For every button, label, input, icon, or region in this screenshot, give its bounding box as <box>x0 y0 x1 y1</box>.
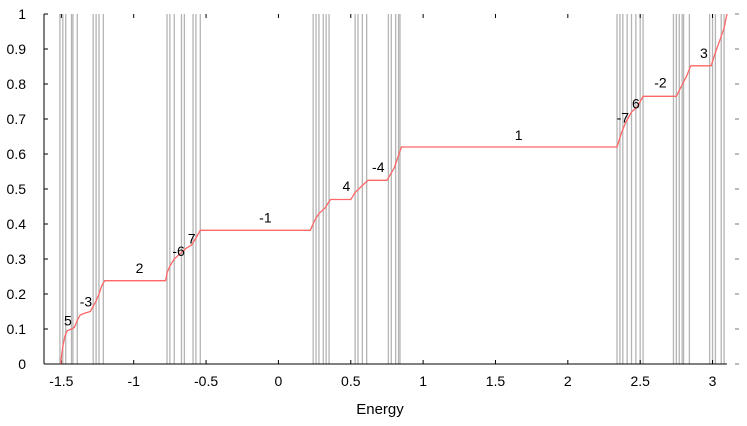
y-tick-label: 0.3 <box>7 251 27 267</box>
y-tick-label: 0.2 <box>7 286 27 302</box>
x-tick-label: 0 <box>275 373 283 389</box>
y-tick-label: 0.4 <box>7 216 27 232</box>
x-axis-label: Energy <box>356 401 404 418</box>
step-annotation: 7 <box>188 230 196 246</box>
series-line <box>59 13 728 365</box>
x-tick-label: 1 <box>419 373 427 389</box>
y-tick-label: 1 <box>18 6 26 22</box>
series-layer <box>59 13 728 365</box>
y-tick-label: 0.9 <box>7 41 27 57</box>
x-tick-label: 2 <box>564 373 572 389</box>
step-annotation: -6 <box>172 243 185 259</box>
step-annotation: -3 <box>80 293 93 309</box>
step-annotation: 6 <box>632 96 640 112</box>
annotations: 5 -3 2 -67 -1 4 -4 1 -76 -2 3 <box>64 45 708 329</box>
step-annotation: 3 <box>700 45 708 61</box>
y-tick-label: 0 <box>18 356 26 372</box>
step-annotation: 1 <box>515 127 523 143</box>
step-annotation: 4 <box>343 178 351 194</box>
x-tick-label: 1.5 <box>486 373 506 389</box>
y-tick-label: 0.5 <box>7 181 27 197</box>
step-annotation: -7 <box>617 110 630 126</box>
y-tick-label: 0.6 <box>7 146 27 162</box>
step-annotation: 5 <box>64 313 72 329</box>
y-tick-label: 0.8 <box>7 76 27 92</box>
x-tick-label: -1 <box>127 373 140 389</box>
step-annotation: -1 <box>259 209 272 225</box>
axes: -1.5 -1 -0.5 0 0.5 1 1.5 2 2.5 3 0 0.1 0.2 0.3 0.4 0.5 0… <box>7 6 739 389</box>
x-tick-label: -1.5 <box>49 373 73 389</box>
x-tick-label: 3 <box>709 373 717 389</box>
y-tick-label: 0.7 <box>7 111 27 127</box>
x-tick-label: -0.5 <box>194 373 218 389</box>
step-annotation: -4 <box>372 159 385 175</box>
step-annotation: 2 <box>136 260 144 276</box>
x-tick-label: 2.5 <box>630 373 650 389</box>
y-tick-label: 0.1 <box>7 321 27 337</box>
eigenvalue-lines <box>59 14 725 364</box>
x-tick-label: 0.5 <box>341 373 361 389</box>
step-annotation: -2 <box>654 75 667 91</box>
